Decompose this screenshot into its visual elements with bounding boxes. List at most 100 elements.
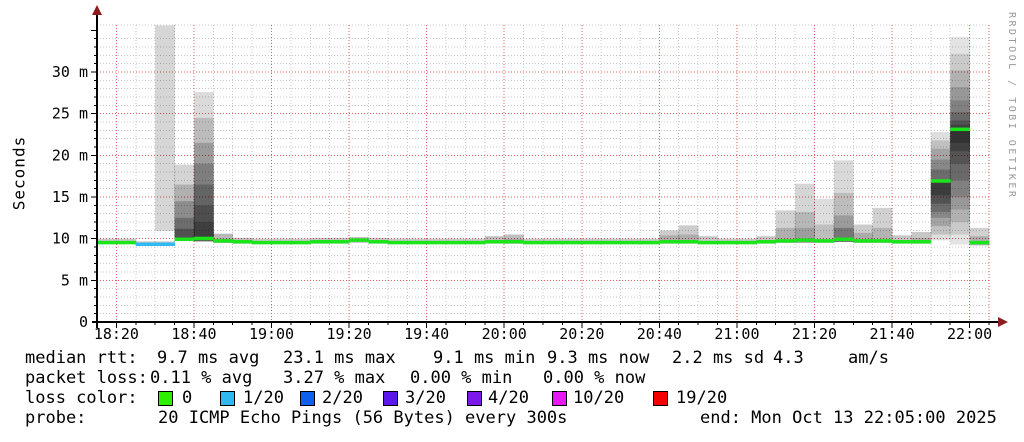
median-segment xyxy=(290,240,311,245)
smoke-rect xyxy=(775,227,796,243)
median-segment-loss xyxy=(135,242,156,247)
grid-minor xyxy=(97,24,989,322)
smoke-rect xyxy=(756,236,777,244)
x-tick-label: 20:40 xyxy=(637,325,682,343)
legend-row-loss-color: loss color: 0 1/20 2/20 3/20 4/20 10/20 19/20 xyxy=(0,388,1024,408)
loss-swatch xyxy=(552,391,567,406)
median-segment xyxy=(97,240,117,245)
median-segment xyxy=(892,240,912,244)
smoke-rect xyxy=(950,124,971,152)
rrdtool-watermark: RRDTOOL / TOBI OETIKER xyxy=(1006,12,1017,200)
smoke-rect xyxy=(853,224,874,243)
smoke-rect xyxy=(174,164,195,242)
loss-swatch-label: 2/20 xyxy=(322,388,363,408)
y-tick-label: 10 m xyxy=(52,230,88,248)
x-axis-arrow xyxy=(998,317,1008,327)
loss-swatch-label: 10/20 xyxy=(573,388,625,408)
median-line xyxy=(97,127,990,247)
smoke-rect xyxy=(814,198,835,243)
median-segment xyxy=(116,240,137,245)
median-segment xyxy=(523,240,544,245)
smoke-rect xyxy=(950,37,971,245)
median-segment xyxy=(504,240,525,244)
legend-text: am/s xyxy=(848,348,889,368)
median-segment xyxy=(174,237,195,242)
smoke-rect xyxy=(193,184,214,242)
smoke-rect xyxy=(193,142,214,242)
smoke-rect xyxy=(795,183,815,243)
smoke-rect xyxy=(698,236,718,244)
smoke-rect xyxy=(950,129,971,143)
legend-text: 4.3 xyxy=(773,348,804,368)
median-segment xyxy=(426,240,447,245)
smoke-rect xyxy=(193,205,214,241)
median-segment xyxy=(911,240,932,244)
legend-row-packet-loss: packet loss: 0.11 % avg 3.27 % max 0.00 % m… xyxy=(0,368,1024,388)
x-tick-label: 21:00 xyxy=(714,325,759,343)
median-segment xyxy=(659,240,680,244)
median-segment xyxy=(310,240,331,244)
legend-row-median-rtt: median rtt: 9.7 ms avg 23.1 ms max 9.1 ms m… xyxy=(0,348,1024,368)
smoke-rect xyxy=(872,207,893,243)
legend-text: 3.27 % max xyxy=(283,368,386,388)
loss-swatch xyxy=(220,391,235,406)
median-segment xyxy=(271,240,292,245)
median-segment xyxy=(465,240,486,245)
smoke-rect xyxy=(930,148,951,227)
median-segment xyxy=(349,238,369,242)
axis-tick-labels: 18:20 18:40 19:00 19:20 19:40 20:00 20:20 20:40… xyxy=(52,63,992,343)
loss-swatch-label: 19/20 xyxy=(676,388,728,408)
loss-swatch-label: 1/20 xyxy=(243,388,284,408)
median-segment xyxy=(853,239,874,243)
median-segment xyxy=(620,240,641,245)
axes xyxy=(91,5,1008,328)
x-tick-label: 20:20 xyxy=(559,325,604,343)
loss-swatch-label: 3/20 xyxy=(405,388,446,408)
smoke-rect xyxy=(969,236,990,246)
smoke-rect xyxy=(504,234,525,244)
smoke-rect xyxy=(950,53,971,235)
smoke-rect xyxy=(853,232,874,243)
legend-text: probe: xyxy=(25,408,87,428)
legend-text: 2.2 ms sd xyxy=(672,348,765,368)
smoke-rect xyxy=(174,201,195,241)
median-segment xyxy=(232,240,253,244)
median-segment xyxy=(252,240,272,245)
loss-swatch-label: 4/20 xyxy=(488,388,529,408)
latency-plot: 18:20 18:40 19:00 19:20 19:40 20:00 20:20 20:40… xyxy=(52,5,1008,343)
loss-swatch-label: 0 xyxy=(182,388,193,408)
median-segment xyxy=(795,238,815,242)
median-segment xyxy=(833,237,854,242)
smoke-rect xyxy=(911,232,932,244)
median-segment xyxy=(717,240,738,245)
median-segment xyxy=(446,240,466,245)
loss-swatch xyxy=(467,391,482,406)
y-tick-label: 25 m xyxy=(52,105,88,123)
smoke-rect xyxy=(174,184,195,241)
smoke-rect xyxy=(155,25,175,232)
loss-swatch xyxy=(158,391,173,406)
x-tick-label: 18:20 xyxy=(94,325,139,343)
smoke-rect xyxy=(193,92,214,243)
median-segment xyxy=(950,127,971,132)
smoke-rect xyxy=(659,235,680,244)
smoke-rect xyxy=(930,180,951,204)
legend-text: 0.00 % min xyxy=(410,368,513,388)
x-tick-label: 21:20 xyxy=(792,325,837,343)
loss-swatch xyxy=(300,391,315,406)
x-tick-label: 21:40 xyxy=(869,325,914,343)
x-tick-label: 19:40 xyxy=(404,325,449,343)
legend-text: 9.7 ms avg xyxy=(157,348,260,368)
y-tick-label: 0 xyxy=(79,313,88,331)
median-segment xyxy=(213,239,234,243)
y-tick-label: 15 m xyxy=(52,188,88,206)
median-segment xyxy=(775,239,796,243)
y-tick-label: 30 m xyxy=(52,63,88,81)
median-segment xyxy=(930,179,951,183)
legend-text: loss color: xyxy=(25,388,138,408)
smoke-rect xyxy=(833,160,854,243)
median-segment xyxy=(581,240,602,245)
smoke-rect xyxy=(213,233,234,243)
smoke-rect xyxy=(950,70,971,223)
